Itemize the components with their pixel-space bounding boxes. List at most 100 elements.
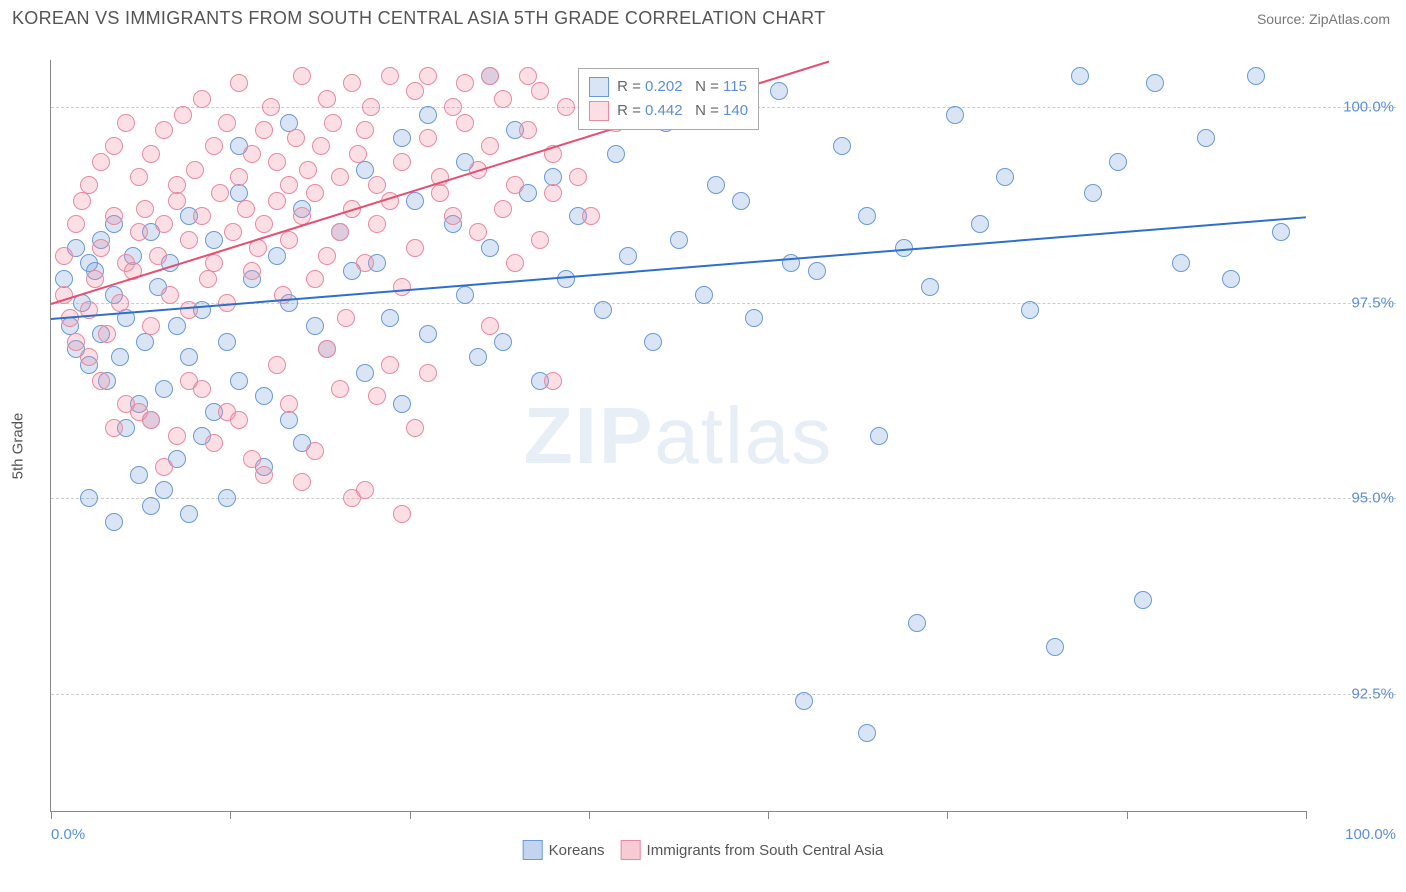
data-point <box>243 145 261 163</box>
data-point <box>406 419 424 437</box>
data-point <box>180 505 198 523</box>
data-point <box>381 356 399 374</box>
legend-label: Koreans <box>549 842 605 859</box>
data-point <box>337 309 355 327</box>
data-point <box>224 223 242 241</box>
data-point <box>349 145 367 163</box>
data-point <box>180 372 198 390</box>
data-point <box>670 231 688 249</box>
data-point <box>205 231 223 249</box>
data-point <box>1272 223 1290 241</box>
data-point <box>1172 254 1190 272</box>
data-point <box>531 82 549 100</box>
data-point <box>506 254 524 272</box>
data-point <box>142 317 160 335</box>
legend-swatch <box>589 101 609 121</box>
data-point <box>92 372 110 390</box>
x-tick-label-max: 100.0% <box>1345 826 1396 843</box>
header: KOREAN VS IMMIGRANTS FROM SOUTH CENTRAL … <box>0 0 1406 33</box>
data-point <box>406 82 424 100</box>
bottom-legend-item: Immigrants from South Central Asia <box>621 840 884 860</box>
source-label: Source: ZipAtlas.com <box>1257 11 1390 27</box>
data-point <box>808 262 826 280</box>
data-point <box>155 481 173 499</box>
data-point <box>149 247 167 265</box>
x-tick-label-min: 0.0% <box>51 826 85 843</box>
data-point <box>255 387 273 405</box>
data-point <box>55 247 73 265</box>
data-point <box>1109 153 1127 171</box>
data-point <box>858 724 876 742</box>
data-point <box>695 286 713 304</box>
data-point <box>381 67 399 85</box>
data-point <box>870 427 888 445</box>
x-tick <box>410 811 411 819</box>
data-point <box>205 254 223 272</box>
data-point <box>1247 67 1265 85</box>
data-point <box>431 184 449 202</box>
data-point <box>1046 638 1064 656</box>
data-point <box>469 348 487 366</box>
data-point <box>73 192 91 210</box>
data-point <box>356 121 374 139</box>
data-point <box>362 98 380 116</box>
data-point <box>155 458 173 476</box>
data-point <box>205 137 223 155</box>
data-point <box>186 161 204 179</box>
data-point <box>255 121 273 139</box>
data-point <box>481 137 499 155</box>
data-point <box>180 231 198 249</box>
data-point <box>67 333 85 351</box>
legend-row: R = 0.442 N = 140 <box>589 99 748 123</box>
data-point <box>996 168 1014 186</box>
data-point <box>456 74 474 92</box>
data-point <box>218 489 236 507</box>
data-point <box>582 207 600 225</box>
data-point <box>494 200 512 218</box>
data-point <box>142 145 160 163</box>
watermark-light: atlas <box>654 391 833 480</box>
data-point <box>745 309 763 327</box>
data-point <box>419 129 437 147</box>
bottom-legend-item: Koreans <box>523 840 605 860</box>
data-point <box>230 411 248 429</box>
x-tick <box>230 811 231 819</box>
data-point <box>80 489 98 507</box>
x-tick <box>768 811 769 819</box>
data-point <box>255 466 273 484</box>
data-point <box>494 90 512 108</box>
data-point <box>230 168 248 186</box>
data-point <box>92 153 110 171</box>
data-point <box>481 67 499 85</box>
data-point <box>318 340 336 358</box>
data-point <box>946 106 964 124</box>
data-point <box>218 114 236 132</box>
x-tick <box>1306 811 1307 819</box>
data-point <box>268 356 286 374</box>
data-point <box>268 247 286 265</box>
data-point <box>519 121 537 139</box>
data-point <box>268 153 286 171</box>
legend-row: R = 0.202 N = 115 <box>589 75 748 99</box>
data-point <box>237 200 255 218</box>
data-point <box>770 82 788 100</box>
data-point <box>921 278 939 296</box>
data-point <box>174 106 192 124</box>
data-point <box>293 473 311 491</box>
y-axis-label: 5th Grade <box>10 413 27 480</box>
data-point <box>136 200 154 218</box>
data-point <box>481 239 499 257</box>
data-point <box>306 184 324 202</box>
data-point <box>406 239 424 257</box>
data-point <box>331 223 349 241</box>
data-point <box>368 176 386 194</box>
data-point <box>293 67 311 85</box>
gridline <box>51 498 1396 499</box>
data-point <box>356 481 374 499</box>
data-point <box>111 348 129 366</box>
data-point <box>368 387 386 405</box>
y-tick-label: 95.0% <box>1314 490 1394 507</box>
data-point <box>92 239 110 257</box>
data-point <box>833 137 851 155</box>
data-point <box>306 442 324 460</box>
